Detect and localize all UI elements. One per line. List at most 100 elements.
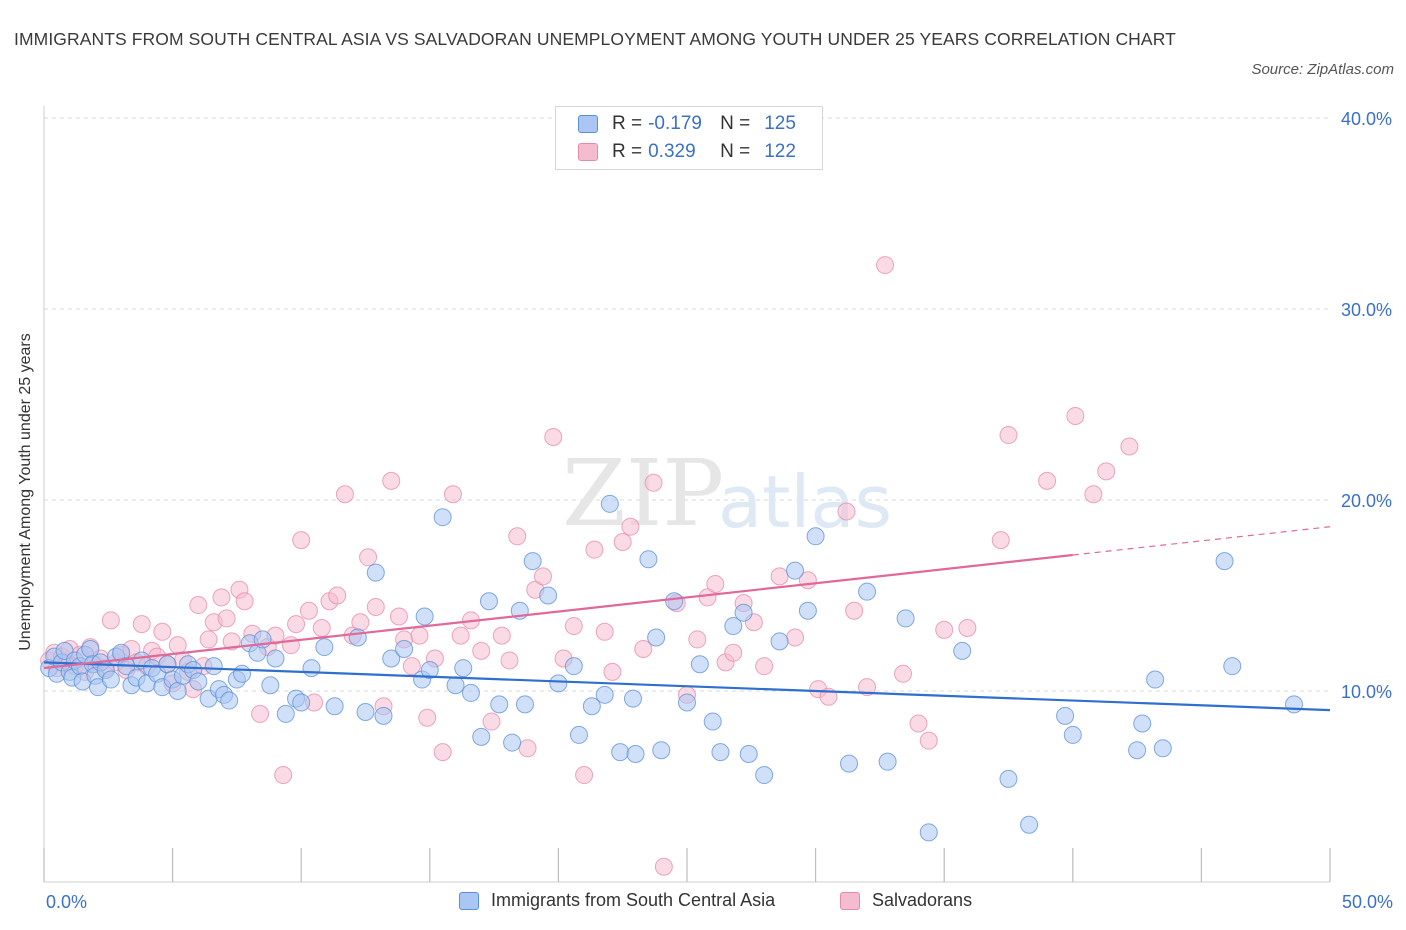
asia-point-63 bbox=[446, 676, 465, 695]
salvadoran-point-46 bbox=[292, 531, 311, 550]
asia-point-83 bbox=[639, 550, 658, 569]
asia-point-112 bbox=[1153, 739, 1172, 758]
asia-point-51 bbox=[315, 638, 334, 657]
asia-point-91 bbox=[724, 617, 743, 636]
asia-point-114 bbox=[1223, 657, 1242, 676]
y-tick-label-20: 20.0% bbox=[1341, 491, 1392, 511]
asia-point-77 bbox=[582, 697, 601, 716]
asia-point-45 bbox=[261, 676, 280, 695]
asia-point-97 bbox=[798, 601, 817, 620]
salvadoran-point-49 bbox=[312, 618, 331, 637]
legend-r-value-salvadoran: 0.329 bbox=[648, 141, 696, 162]
salvadoran-point-115 bbox=[1038, 471, 1057, 490]
asia-point-88 bbox=[690, 655, 709, 674]
series-legend-label-salvadoran: Salvadorans bbox=[872, 890, 973, 910]
asia-trend-line bbox=[43, 661, 1331, 712]
asia-point-74 bbox=[549, 674, 568, 693]
asia-point-53 bbox=[348, 628, 367, 647]
x-tick-label-50: 50.0% bbox=[1342, 892, 1393, 912]
salvadoran-point-70 bbox=[482, 712, 501, 731]
salvadoran-point-77 bbox=[544, 427, 563, 446]
asia-point-72 bbox=[523, 552, 542, 571]
asia-point-103 bbox=[919, 823, 938, 842]
asia-point-79 bbox=[600, 494, 619, 513]
salvadoran-point-30 bbox=[189, 596, 208, 615]
asia-point-55 bbox=[366, 563, 385, 582]
legend-swatch-asia bbox=[578, 115, 598, 133]
asia-point-87 bbox=[678, 693, 696, 712]
salvadoran-point-38 bbox=[235, 592, 254, 611]
salvadoran-point-63 bbox=[418, 708, 437, 727]
legend-n-label: N = bbox=[720, 113, 751, 134]
asia-point-92 bbox=[734, 603, 753, 622]
salvadoran-point-87 bbox=[644, 473, 663, 492]
salvadoran-point-118 bbox=[1097, 462, 1116, 481]
salvadoran-point-74 bbox=[518, 739, 537, 758]
salvadoran-point-32 bbox=[199, 630, 218, 649]
asia-point-34 bbox=[189, 672, 208, 691]
correlation-legend: R = -0.179 N = 125 R = 0.329 N = 122 bbox=[555, 106, 823, 170]
salvadoran-point-100 bbox=[786, 628, 805, 647]
asia-point-73 bbox=[539, 586, 558, 605]
asia-point-67 bbox=[479, 592, 498, 611]
salvadoran-point-58 bbox=[382, 471, 401, 490]
salvadoran-point-35 bbox=[217, 609, 236, 628]
legend-row-asia: R = -0.179 N = 125 bbox=[578, 112, 796, 136]
asia-point-71 bbox=[515, 695, 534, 714]
source-credit: Source: ZipAtlas.com bbox=[1251, 61, 1394, 78]
legend-row-salvadoran: R = 0.329 N = 122 bbox=[578, 140, 796, 164]
asia-point-57 bbox=[382, 649, 401, 668]
salvadoran-point-80 bbox=[575, 766, 594, 785]
asia-point-82 bbox=[626, 745, 645, 764]
salvadoran-point-81 bbox=[585, 540, 604, 559]
salvadoran-point-88 bbox=[654, 857, 673, 876]
asia-point-80 bbox=[611, 743, 630, 762]
salvadoran-point-98 bbox=[755, 657, 774, 676]
salvadoran-point-109 bbox=[909, 714, 928, 733]
asia-point-95 bbox=[770, 632, 789, 651]
salvadoran-point-13 bbox=[101, 611, 120, 630]
salvadoran-point-61 bbox=[402, 657, 421, 676]
salvadoran-point-112 bbox=[958, 618, 977, 637]
asia-point-41 bbox=[233, 664, 252, 683]
salvadoran-point-83 bbox=[603, 662, 622, 681]
salvadoran-point-107 bbox=[876, 256, 895, 275]
asia-point-30 bbox=[168, 682, 187, 700]
asia-point-17 bbox=[101, 670, 120, 689]
asia-point-90 bbox=[711, 743, 730, 762]
asia-point-49 bbox=[292, 693, 311, 712]
salvadoran-point-117 bbox=[1084, 485, 1103, 504]
salvadoran-point-55 bbox=[359, 548, 378, 567]
asia-point-52 bbox=[325, 697, 344, 716]
y-tick-label-30: 30.0% bbox=[1341, 300, 1392, 320]
asia-point-111 bbox=[1146, 670, 1165, 689]
asia-point-65 bbox=[461, 683, 480, 702]
asia-point-106 bbox=[1020, 815, 1039, 834]
asia-point-36 bbox=[204, 657, 223, 676]
salvadoran-point-86 bbox=[634, 639, 653, 658]
legend-r-label: R = bbox=[612, 141, 643, 162]
asia-point-61 bbox=[420, 660, 439, 679]
asia-point-50 bbox=[302, 659, 321, 678]
asia-point-68 bbox=[490, 695, 509, 714]
asia-point-105 bbox=[999, 769, 1018, 788]
salvadoran-trend-line bbox=[43, 553, 1073, 670]
salvadoran-point-23 bbox=[153, 622, 172, 641]
asia-point-56 bbox=[374, 706, 393, 725]
asia-point-104 bbox=[953, 641, 972, 660]
y-tick-label-40: 40.0% bbox=[1341, 109, 1392, 129]
salvadoran-point-113 bbox=[991, 531, 1010, 550]
asia-point-69 bbox=[503, 733, 522, 752]
asia-point-62 bbox=[433, 508, 452, 527]
asia-point-89 bbox=[703, 712, 722, 731]
salvadoran-point-95 bbox=[724, 643, 743, 662]
salvadoran-point-84 bbox=[613, 533, 632, 552]
asia-point-109 bbox=[1128, 741, 1147, 760]
asia-point-47 bbox=[276, 704, 295, 723]
asia-point-64 bbox=[454, 659, 473, 678]
salvadoran-point-92 bbox=[698, 588, 717, 607]
salvadoran-point-76 bbox=[533, 567, 552, 586]
series-legend-swatch-salvadoran bbox=[840, 891, 860, 910]
x-tick-label-0: 0.0% bbox=[46, 892, 87, 912]
salvadoran-point-82 bbox=[595, 622, 614, 641]
